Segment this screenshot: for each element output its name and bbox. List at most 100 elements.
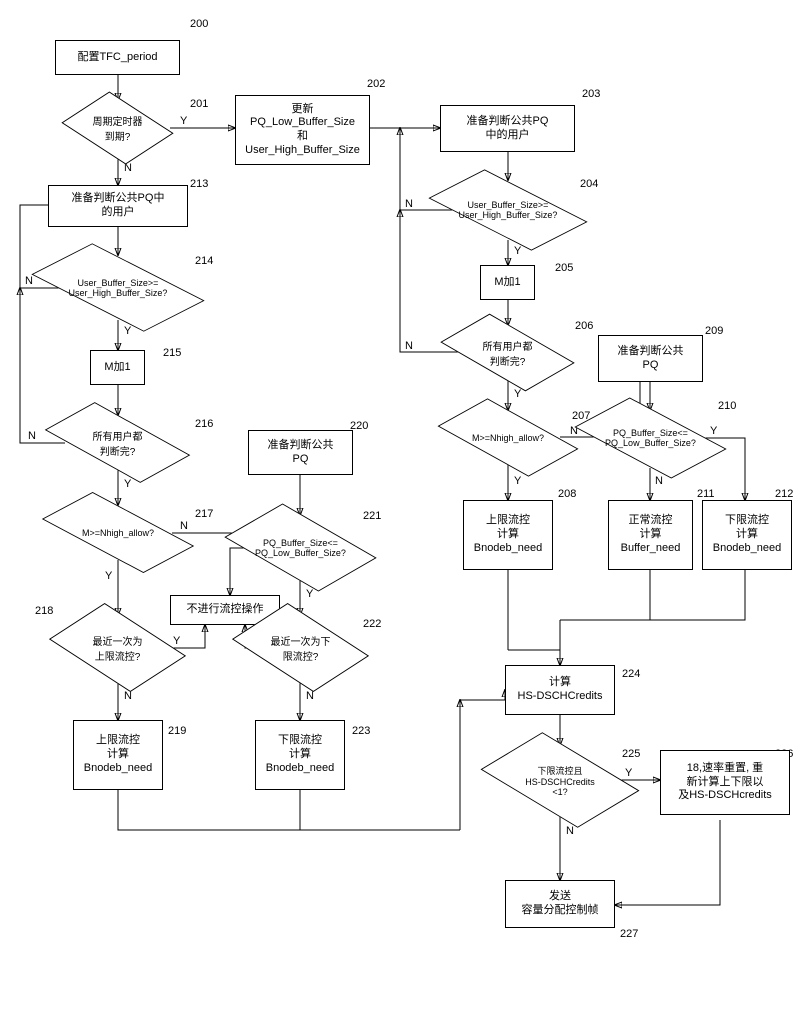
ref-218: 218 (35, 605, 53, 617)
ref-217: 217 (195, 508, 213, 520)
txt: 最近一次为 上限流控? (93, 633, 143, 663)
node-prep209: 准备判断公共 PQ (598, 335, 703, 382)
node-calc224: 计算 HS-DSCHCredits (505, 665, 615, 715)
edge-n: N (124, 690, 132, 702)
ref-208: 208 (558, 488, 576, 500)
ref-214: 214 (195, 255, 213, 267)
ref-215: 215 (163, 347, 181, 359)
txt: PQ_Buffer_Size<= PQ_Low_Buffer_Size? (605, 428, 696, 448)
txt: 更新 PQ_Low_Buffer_Size 和 User_High_Buffer… (245, 103, 360, 158)
txt: 不进行流控操作 (187, 603, 264, 617)
node-cmp214: User_Buffer_Size>= User_High_Buffer_Size… (58, 255, 178, 320)
txt: 下限流控 计算 Bnodeb_need (713, 514, 782, 555)
node-prep220: 准备判断公共 PQ (248, 430, 353, 475)
ref-224: 224 (622, 668, 640, 680)
node-cmp210: PQ_Buffer_Size<= PQ_Low_Buffer_Size? (598, 408, 703, 468)
edge-y: Y (514, 388, 521, 400)
txt: 配置TFC_period (77, 51, 157, 65)
ref-216: 216 (195, 418, 213, 430)
ref-213: 213 (190, 178, 208, 190)
ref-212: 212 (775, 488, 793, 500)
node-upcal219: 上限流控 计算 Bnodeb_need (73, 720, 163, 790)
ref-222: 222 (363, 618, 381, 630)
txt: 最近一次为下 限流控? (271, 633, 331, 663)
node-lowcal223: 下限流控 计算 Bnodeb_need (255, 720, 345, 790)
node-upcal208: 上限流控 计算 Bnodeb_need (463, 500, 553, 570)
txt: PQ_Buffer_Size<= PQ_Low_Buffer_Size? (255, 538, 346, 558)
node-timer: 周期定时器 到期? (80, 100, 155, 156)
node-cmp204: User_Buffer_Size>= User_High_Buffer_Size… (453, 180, 563, 240)
txt: User_Buffer_Size>= User_High_Buffer_Size… (69, 278, 168, 298)
edge-y: Y (710, 425, 717, 437)
ref-211: 211 (697, 488, 715, 500)
edge-y: Y (306, 588, 313, 600)
node-reset226: 18,速率重置, 重 新计算上下限以 及HS-DSCHcredits (660, 750, 790, 815)
edge-y: Y (124, 325, 131, 337)
node-send227: 发送 容量分配控制帧 (505, 880, 615, 928)
ref-204: 204 (580, 178, 598, 190)
node-m205: M加1 (480, 265, 535, 300)
txt: M>=Nhigh_allow? (82, 528, 154, 538)
node-prep203: 准备判断公共PQ 中的用户 (440, 105, 575, 152)
edge-n: N (655, 475, 663, 487)
edge-y: Y (625, 767, 632, 779)
txt: 正常流控 计算 Buffer_need (621, 514, 681, 555)
txt: 计算 HS-DSCHCredits (518, 676, 603, 704)
node-m215: M加1 (90, 350, 145, 385)
ref-210: 210 (718, 400, 736, 412)
txt: 准备判断公共 PQ (268, 439, 334, 467)
txt: 所有用户都 判断完? (93, 428, 143, 458)
edge-y: Y (514, 245, 521, 257)
txt: 周期定时器 到期? (93, 113, 143, 143)
edge-n: N (405, 340, 413, 352)
txt: 准备判断公共PQ中 的用户 (72, 192, 165, 220)
edge-y: Y (105, 570, 112, 582)
edge-y: Y (173, 635, 180, 647)
node-config: 配置TFC_period (55, 40, 180, 75)
node-last222: 最近一次为下 限流控? (253, 615, 348, 680)
txt: 下限流控且 HS-DSCHCredits <1? (525, 764, 595, 797)
ref-221: 221 (363, 510, 381, 522)
ref-206: 206 (575, 320, 593, 332)
edge-n: N (25, 275, 33, 287)
edge-y: Y (180, 115, 187, 127)
ref-200: 200 (190, 18, 208, 30)
ref-219: 219 (168, 725, 186, 737)
txt: 发送 容量分配控制帧 (522, 890, 599, 918)
txt: 准备判断公共PQ 中的用户 (467, 115, 549, 143)
ref-227: 227 (620, 928, 638, 940)
node-all206: 所有用户都 判断完? (460, 325, 555, 380)
txt: 上限流控 计算 Bnodeb_need (84, 734, 153, 775)
node-low212: 下限流控 计算 Bnodeb_need (702, 500, 792, 570)
node-norm211: 正常流控 计算 Buffer_need (608, 500, 693, 570)
txt: M加1 (104, 361, 130, 375)
ref-201: 201 (190, 98, 208, 110)
txt: 上限流控 计算 Bnodeb_need (474, 514, 543, 555)
node-update: 更新 PQ_Low_Buffer_Size 和 User_High_Buffer… (235, 95, 370, 165)
ref-209: 209 (705, 325, 723, 337)
txt: 准备判断公共 PQ (618, 345, 684, 373)
txt: User_Buffer_Size>= User_High_Buffer_Size… (459, 200, 558, 220)
txt: 18,速率重置, 重 新计算上下限以 及HS-DSCHcredits (678, 762, 772, 803)
edge-n: N (28, 430, 36, 442)
node-m207: M>=Nhigh_allow? (458, 410, 558, 465)
node-cmp221: PQ_Buffer_Size<= PQ_Low_Buffer_Size? (248, 515, 353, 580)
edge-n: N (405, 198, 413, 210)
node-last218: 最近一次为 上限流控? (70, 615, 165, 680)
txt: 所有用户都 判断完? (483, 338, 533, 368)
ref-203: 203 (582, 88, 600, 100)
edge-n: N (180, 520, 188, 532)
ref-202: 202 (367, 78, 385, 90)
txt: 下限流控 计算 Bnodeb_need (266, 734, 335, 775)
ref-205: 205 (555, 262, 573, 274)
node-cond225: 下限流控且 HS-DSCHCredits <1? (505, 745, 615, 815)
edge-y: Y (124, 478, 131, 490)
txt: M>=Nhigh_allow? (472, 433, 544, 443)
node-prep213: 准备判断公共PQ中 的用户 (48, 185, 188, 227)
txt: M加1 (494, 276, 520, 290)
ref-225: 225 (622, 748, 640, 760)
edge-y: Y (514, 475, 521, 487)
node-m217: M>=Nhigh_allow? (63, 505, 173, 560)
node-all216: 所有用户都 判断完? (65, 415, 170, 470)
ref-223: 223 (352, 725, 370, 737)
